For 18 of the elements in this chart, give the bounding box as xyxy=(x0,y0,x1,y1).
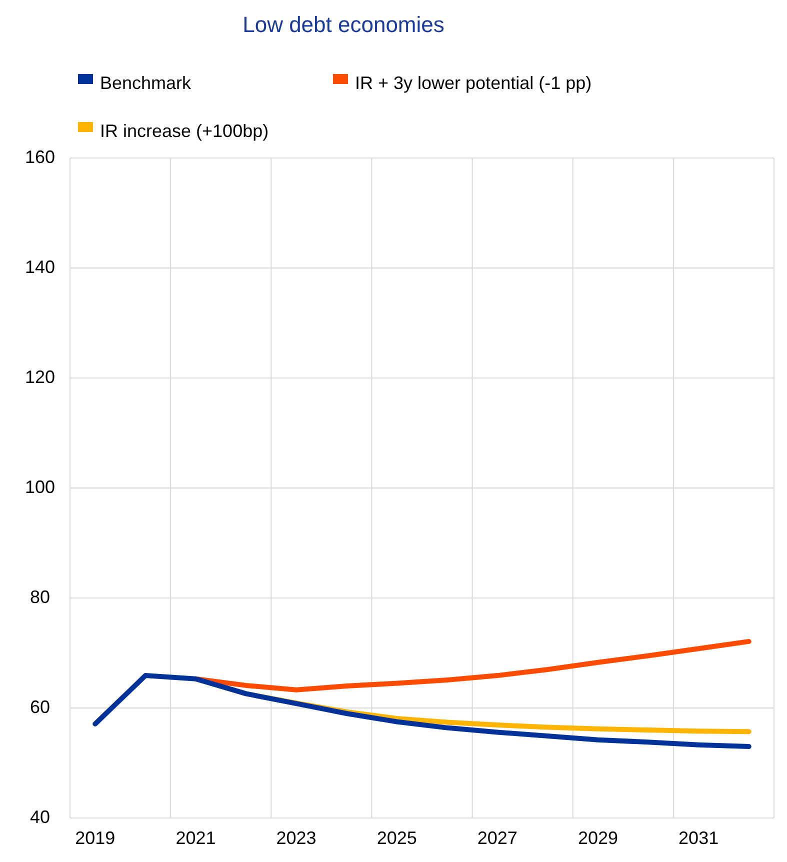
x-tick-label: 2029 xyxy=(578,828,618,848)
y-tick-label: 140 xyxy=(24,256,56,277)
y-tick-label: 120 xyxy=(24,366,56,387)
legend-label: Benchmark xyxy=(100,72,192,93)
chart-title: Low debt economies xyxy=(242,12,444,37)
y-tick-label: 80 xyxy=(30,586,50,607)
x-tick-label: 2027 xyxy=(477,828,518,848)
x-tick-label: 2019 xyxy=(75,828,116,848)
x-tick-label: 2023 xyxy=(276,828,316,848)
legend-label: IR + 3y lower potential (-1 pp) xyxy=(355,72,592,93)
y-tick-label: 40 xyxy=(30,806,50,827)
y-tick-label: 100 xyxy=(24,476,56,497)
x-tick-label: 2031 xyxy=(678,828,719,848)
x-tick-label: 2021 xyxy=(176,828,216,848)
x-tick-label: 2025 xyxy=(376,828,417,848)
y-tick-label: 160 xyxy=(24,146,56,167)
legend-label: IR increase (+100bp) xyxy=(100,120,269,141)
y-tick-label: 60 xyxy=(30,696,50,717)
